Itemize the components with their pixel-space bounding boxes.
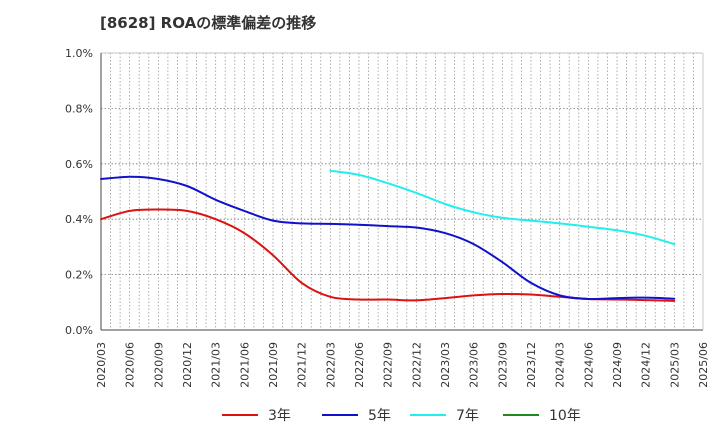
x-tick-label: 2024/03	[554, 342, 567, 388]
legend-swatch-3y	[222, 414, 258, 416]
legend-label-10y: 10年	[549, 408, 581, 424]
x-tick-label: 2023/06	[468, 342, 481, 388]
legend-swatch-5y	[322, 414, 358, 416]
series-line-3	[329, 169, 676, 246]
y-tick-label: 0.0%	[65, 324, 93, 337]
legend-label-3y: 3年	[268, 408, 291, 424]
y-tick-label: 0.4%	[65, 213, 93, 226]
x-tick-label: 2022/12	[410, 342, 423, 388]
y-tick-label: 0.8%	[65, 102, 93, 115]
x-tick-label: 2023/03	[439, 342, 452, 388]
legend: 3年 5年 7年 10年	[0, 403, 720, 427]
x-tick-label: 2025/03	[668, 342, 681, 388]
x-tick-label: 2020/09	[152, 342, 165, 388]
x-tick-label: 2020/03	[95, 342, 108, 388]
y-tick-label: 1.0%	[65, 47, 93, 60]
chart-title: [8628] ROAの標準偏差の推移	[100, 14, 317, 32]
legend-label-7y: 7年	[456, 408, 479, 424]
x-tick-label: 2021/06	[238, 342, 251, 388]
x-tick-label: 2025/06	[697, 342, 710, 388]
x-tick-label: 2021/03	[210, 342, 223, 388]
x-tick-label: 2022/06	[353, 342, 366, 388]
x-tick-label: 2023/09	[496, 342, 509, 388]
x-tick-label: 2022/03	[324, 342, 337, 388]
plot-area	[101, 53, 703, 330]
x-tick-label: 2024/06	[582, 342, 595, 388]
series-line-2	[100, 175, 676, 301]
legend-label-5y: 5年	[368, 408, 391, 424]
x-tick-label: 2024/12	[640, 342, 653, 388]
legend-swatch-7y	[410, 414, 446, 416]
x-tick-label: 2021/12	[296, 342, 309, 388]
x-tick-label: 2023/12	[525, 342, 538, 388]
y-tick-label: 0.6%	[65, 158, 93, 171]
y-tick-label: 0.2%	[65, 269, 93, 282]
x-tick-label: 2020/06	[124, 342, 137, 388]
x-tick-label: 2022/09	[382, 342, 395, 388]
x-tick-label: 2021/09	[267, 342, 280, 388]
x-tick-label: 2020/12	[181, 342, 194, 388]
legend-swatch-10y	[503, 414, 539, 416]
x-tick-label: 2024/09	[611, 342, 624, 388]
